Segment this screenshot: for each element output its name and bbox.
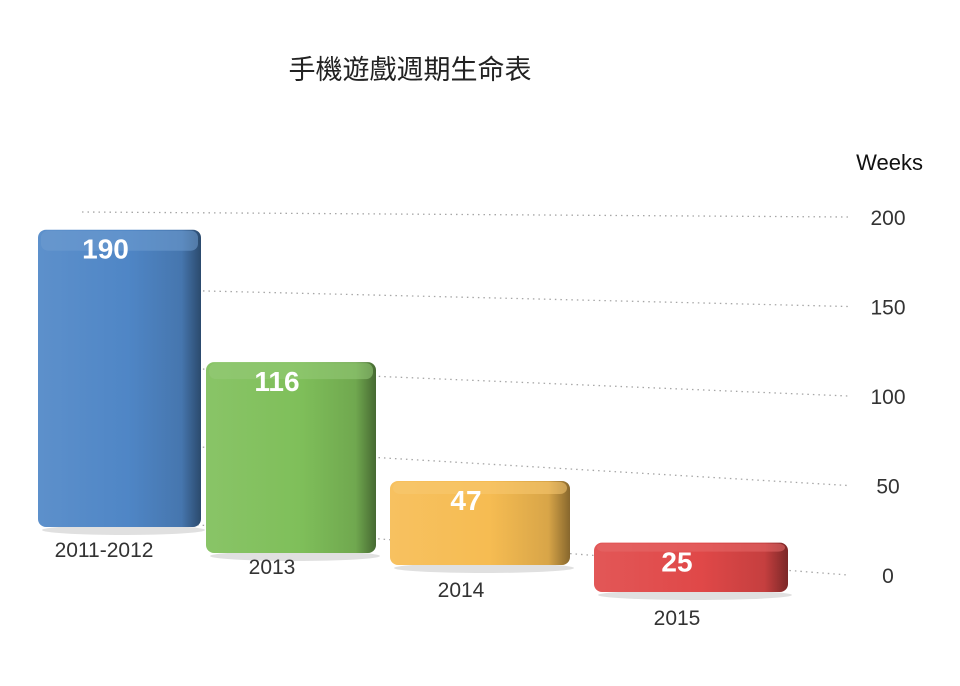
y-tick-label: 200 xyxy=(870,207,905,230)
x-tick-label: 2011-2012 xyxy=(55,539,154,562)
bar-body xyxy=(206,362,376,553)
bar-2014: 47 xyxy=(390,480,574,573)
bar-shadow xyxy=(598,590,792,600)
y-tick-label: 100 xyxy=(870,386,905,409)
y-axis-ticks: 0 50 100 150 200 xyxy=(870,207,905,588)
y-tick-label: 150 xyxy=(870,297,905,320)
bar-top-face xyxy=(393,481,567,494)
y-tick-label: 50 xyxy=(876,476,899,499)
bar-shadow xyxy=(42,525,205,535)
bar-body xyxy=(390,480,570,565)
bar-2013: 116 xyxy=(206,362,380,561)
bar-shadow xyxy=(210,551,380,561)
bar-top-face xyxy=(597,543,785,552)
data-label: 116 xyxy=(254,366,299,397)
data-label: 25 xyxy=(661,547,692,578)
bar-top-face xyxy=(41,230,198,251)
bar-2015: 25 xyxy=(594,542,792,600)
data-label: 190 xyxy=(82,234,129,265)
chart-title: 手機遊戲週期生命表 xyxy=(289,55,532,86)
bar-body xyxy=(38,229,201,527)
x-tick-label: 2014 xyxy=(438,579,485,602)
y-tick-label: 0 xyxy=(882,565,894,588)
data-label: 47 xyxy=(450,485,481,516)
bar-shadow xyxy=(394,563,574,573)
gridline xyxy=(81,211,849,218)
bar-body xyxy=(594,542,788,592)
gridline xyxy=(81,287,849,308)
y-axis-unit-label: Weeks xyxy=(856,150,923,175)
x-tick-label: 2013 xyxy=(249,556,296,579)
bar-top-face xyxy=(209,363,373,380)
x-tick-label: 2015 xyxy=(654,607,701,630)
bar-2011-2012: 190 xyxy=(38,229,205,535)
x-axis-ticks: 2011-2012 2013 2014 2015 xyxy=(55,539,701,630)
bars: 190 116 47 25 xyxy=(38,229,792,600)
